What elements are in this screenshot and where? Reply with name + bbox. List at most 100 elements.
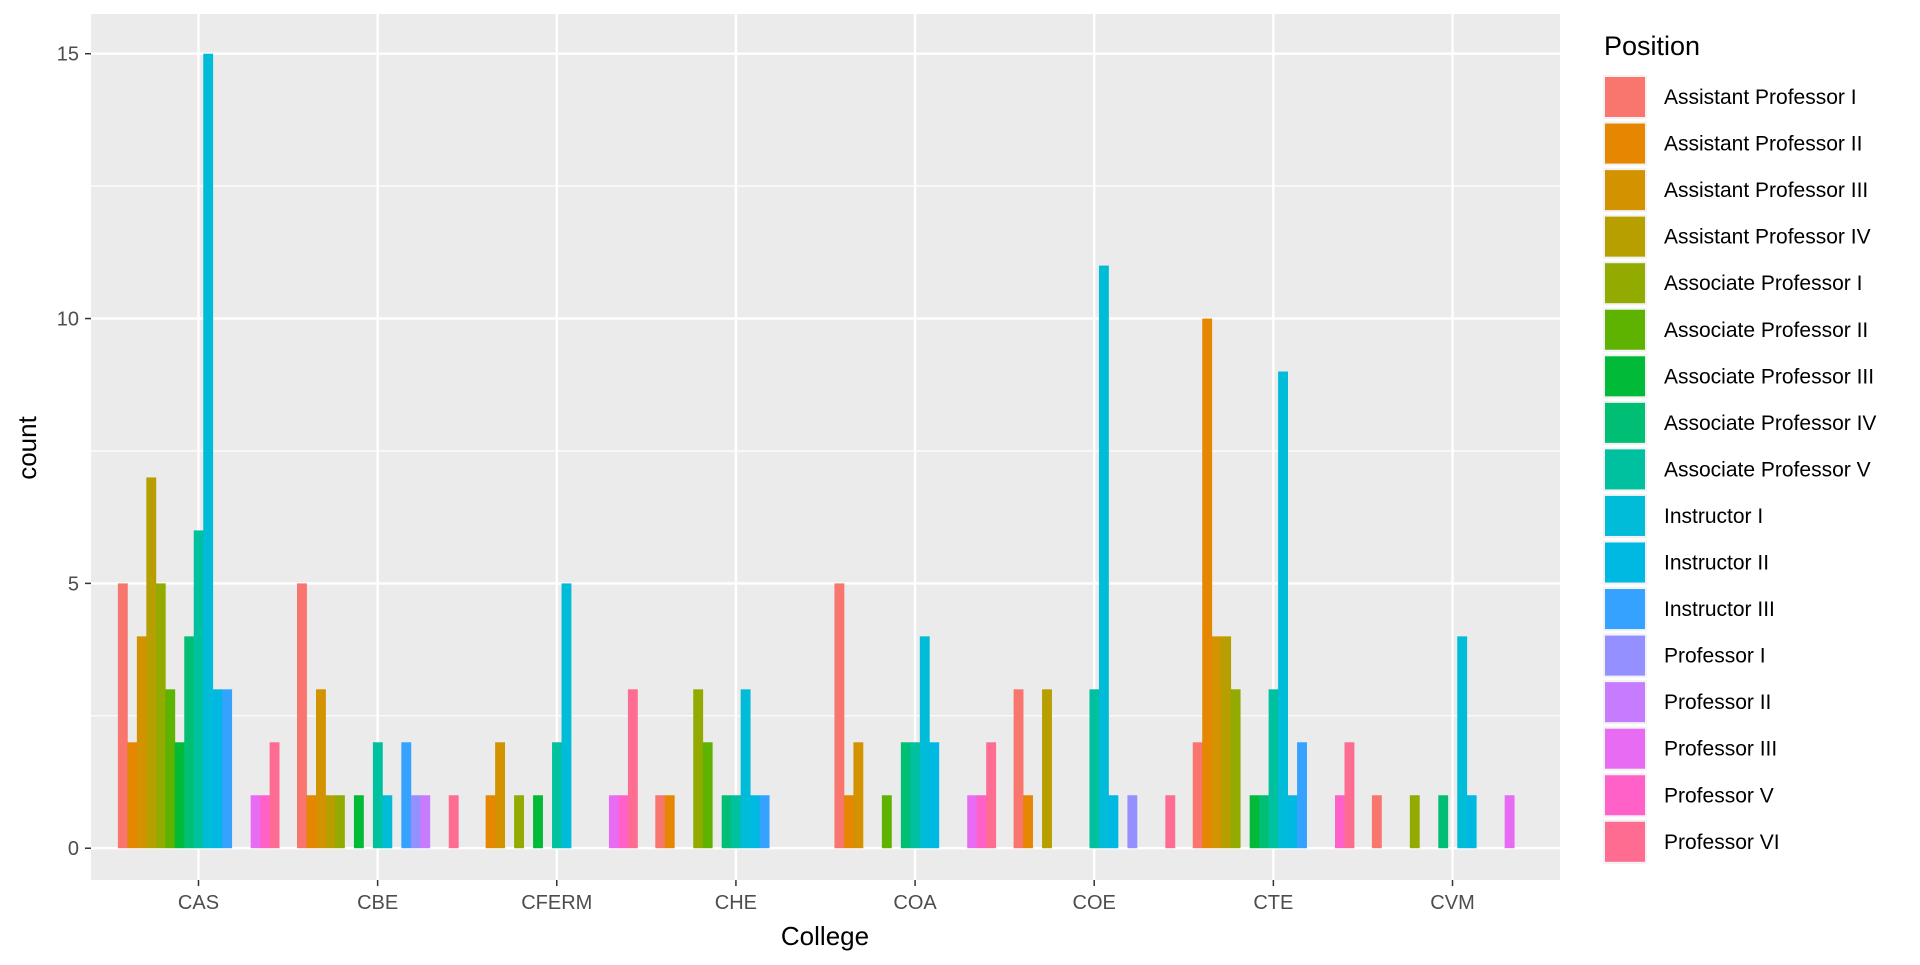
bar (1042, 689, 1052, 849)
legend-key-swatch (1605, 263, 1645, 304)
bar (136, 636, 147, 849)
bar (401, 742, 412, 849)
bar (1335, 795, 1345, 849)
bar (127, 742, 138, 849)
bar (1221, 636, 1232, 849)
legend-label: Assistant Professor I (1664, 86, 1857, 109)
bar (250, 795, 261, 849)
bar (165, 689, 176, 849)
bar (664, 795, 675, 849)
bar (1108, 795, 1119, 849)
bar (212, 689, 223, 849)
legend-key-swatch (1605, 775, 1645, 816)
legend-key-swatch (1605, 821, 1645, 862)
bar (1192, 742, 1203, 849)
bar (1165, 795, 1176, 849)
bar (533, 795, 543, 849)
bar (222, 689, 233, 849)
bar (561, 583, 572, 849)
bar (1089, 689, 1100, 849)
bar (1504, 795, 1515, 849)
bar (193, 530, 204, 849)
bar (174, 742, 185, 849)
legend-key-swatch (1605, 402, 1645, 443)
x-tick-label: CHE (715, 892, 757, 914)
bars (117, 53, 1515, 849)
bar (306, 795, 317, 849)
legend-key-swatch (1605, 123, 1645, 164)
bar (372, 742, 383, 849)
legend-key-swatch (1605, 309, 1645, 350)
bar (1098, 265, 1109, 849)
x-tick-label: COE (1073, 892, 1116, 914)
legend: Position Assistant Professor I Assistant … (1603, 31, 1876, 864)
bar (929, 742, 940, 849)
legend-key-swatch (1605, 216, 1645, 257)
bar (759, 795, 770, 849)
bar (1371, 795, 1382, 849)
axes: 0 5 10 15 CAS CBE CFERM CHE COA COE CTE CVM (57, 44, 1475, 914)
bar (919, 636, 930, 849)
legend-key-swatch (1605, 77, 1645, 117)
y-tick-label: 15 (57, 44, 79, 66)
legend-key-swatch (1605, 449, 1645, 490)
legend-key-swatch (1605, 635, 1645, 676)
legend-key-swatch (1605, 542, 1645, 583)
bar (986, 742, 997, 849)
bar (297, 583, 307, 849)
x-tick-label: CAS (178, 892, 219, 914)
bar (448, 795, 459, 849)
plot-panel (91, 14, 1560, 880)
bar (146, 477, 157, 849)
legend-key-swatch (1605, 728, 1645, 769)
bar (1211, 636, 1222, 849)
bar (1202, 318, 1213, 849)
legend-label: Associate Professor I (1664, 272, 1862, 295)
legend-label: Assistant Professor IV (1664, 226, 1871, 249)
y-axis-title: count (12, 415, 42, 479)
bar (721, 795, 732, 849)
legend-key-swatch (1605, 589, 1645, 630)
legend-label: Professor V (1664, 784, 1774, 807)
legend-label: Professor I (1664, 645, 1766, 668)
bar (382, 795, 393, 849)
bar (1230, 689, 1241, 849)
bar (420, 795, 431, 849)
bar (1466, 795, 1477, 849)
legend-key-swatch (1605, 682, 1645, 723)
bar (1278, 371, 1288, 849)
bar (1249, 795, 1260, 849)
legend-label: Professor II (1664, 691, 1771, 714)
bar (655, 795, 666, 849)
legend-key-swatch (1605, 495, 1645, 536)
x-tick-label: CFERM (521, 892, 592, 914)
bar (514, 795, 524, 849)
bar (731, 795, 742, 849)
bar (353, 795, 364, 849)
bar (967, 795, 978, 849)
y-tick-label: 0 (68, 838, 79, 860)
legend-label: Associate Professor II (1664, 319, 1868, 342)
bar (618, 795, 629, 849)
bar (155, 583, 166, 849)
x-tick-label: COA (893, 892, 937, 914)
x-axis-title: College (781, 921, 869, 951)
bar (834, 583, 845, 849)
bar (1127, 795, 1138, 849)
bar (910, 742, 921, 849)
bar (1457, 636, 1468, 849)
bar (702, 742, 713, 849)
bar (608, 795, 619, 849)
bar (495, 742, 506, 849)
bar (1344, 742, 1355, 849)
bar (740, 689, 751, 849)
bar (1409, 795, 1420, 849)
bar (117, 583, 128, 849)
legend-label: Associate Professor III (1664, 365, 1874, 388)
x-tick-label: CBE (357, 892, 398, 914)
bar (260, 795, 271, 849)
bar (184, 636, 195, 849)
y-tick-label: 5 (68, 573, 79, 595)
bar (1023, 795, 1033, 849)
